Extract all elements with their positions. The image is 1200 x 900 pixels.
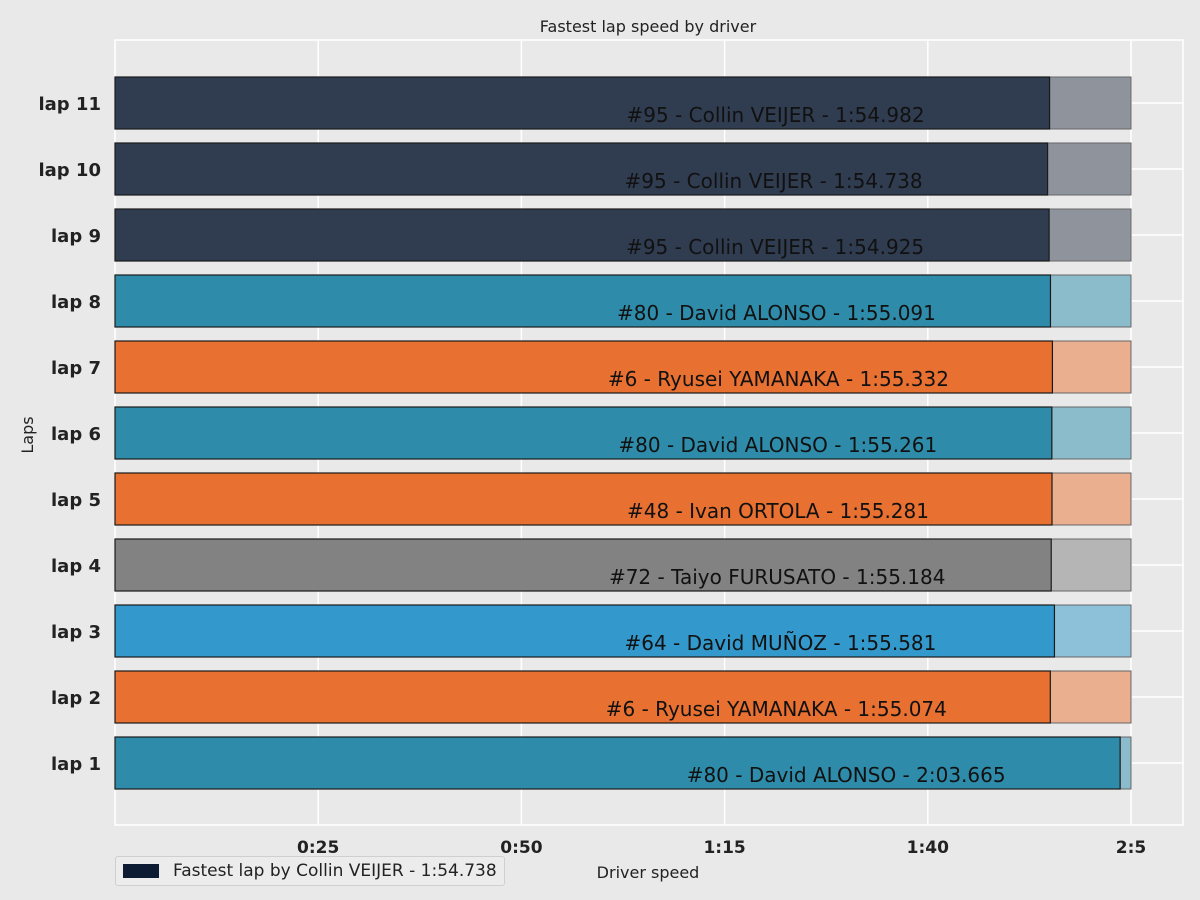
y-tick-labels: lap 11 lap 10 lap 9 lap 8 lap 7 lap 6 lap 5 lap… bbox=[38, 94, 101, 775]
bar bbox=[114, 142, 1049, 196]
bar-data-label: #64 - David MUÑOZ - 1:55.581 bbox=[624, 631, 936, 655]
y-tick-label: lap 5 bbox=[51, 490, 101, 511]
bar bbox=[114, 208, 1050, 262]
bar bbox=[114, 76, 1051, 130]
bar-data-label: #72 - Taiyo FURUSATO - 1:55.184 bbox=[609, 565, 946, 589]
bar-data-label: #48 - Ivan ORTOLA - 1:55.281 bbox=[627, 499, 929, 523]
bar-data-label: #6 - Ryusei YAMANAKA - 1:55.332 bbox=[608, 367, 949, 391]
bar-data-label: #95 - Collin VEIJER - 1:54.738 bbox=[625, 169, 923, 193]
bar-data-label: #80 - David ALONSO - 2:03.665 bbox=[687, 763, 1006, 787]
y-tick-label: lap 8 bbox=[51, 292, 101, 313]
x-tick-label: 1:40 bbox=[907, 838, 949, 858]
chart-title: Fastest lap speed by driver bbox=[540, 17, 757, 36]
y-tick-label: lap 10 bbox=[38, 160, 101, 181]
y-tick-label: lap 3 bbox=[51, 622, 101, 643]
bar bbox=[114, 340, 1054, 394]
y-axis-label: Laps bbox=[18, 416, 37, 453]
bar bbox=[114, 274, 1052, 328]
bar-data-label: #6 - Ryusei YAMANAKA - 1:55.074 bbox=[606, 697, 947, 721]
bar bbox=[114, 604, 1056, 658]
legend: Fastest lap by Collin VEIJER - 1:54.738 bbox=[115, 856, 505, 886]
x-axis-label: Driver speed bbox=[597, 863, 700, 882]
bars: #95 - Collin VEIJER - 1:54.982 #95 - Coll… bbox=[114, 76, 1132, 790]
bar bbox=[114, 472, 1053, 526]
y-tick-label: lap 4 bbox=[51, 556, 101, 577]
y-tick-label: lap 6 bbox=[51, 424, 101, 445]
x-tick-label: 0:50 bbox=[500, 838, 542, 858]
bar bbox=[114, 670, 1051, 724]
x-tick-labels: 0:25 0:50 1:15 1:40 2:5 bbox=[297, 838, 1146, 858]
bar-data-label: #80 - David ALONSO - 1:55.261 bbox=[618, 433, 937, 457]
bar-data-label: #95 - Collin VEIJER - 1:54.982 bbox=[627, 103, 925, 127]
y-tick-label: lap 11 bbox=[38, 94, 101, 115]
x-tick-label: 1:15 bbox=[703, 838, 745, 858]
bar bbox=[114, 736, 1121, 790]
x-tick-label: 0:25 bbox=[297, 838, 339, 858]
bar-data-label: #95 - Collin VEIJER - 1:54.925 bbox=[626, 235, 924, 259]
y-tick-label: lap 2 bbox=[51, 688, 101, 709]
legend-swatch bbox=[123, 864, 159, 878]
bar bbox=[114, 406, 1053, 460]
legend-label: Fastest lap by Collin VEIJER - 1:54.738 bbox=[173, 861, 497, 881]
y-tick-label: lap 1 bbox=[51, 754, 101, 775]
bar-data-label: #80 - David ALONSO - 1:55.091 bbox=[617, 301, 936, 325]
x-tick-label: 2:5 bbox=[1116, 838, 1146, 858]
y-tick-label: lap 9 bbox=[51, 226, 101, 247]
y-tick-label: lap 7 bbox=[51, 358, 101, 379]
bar bbox=[114, 538, 1052, 592]
